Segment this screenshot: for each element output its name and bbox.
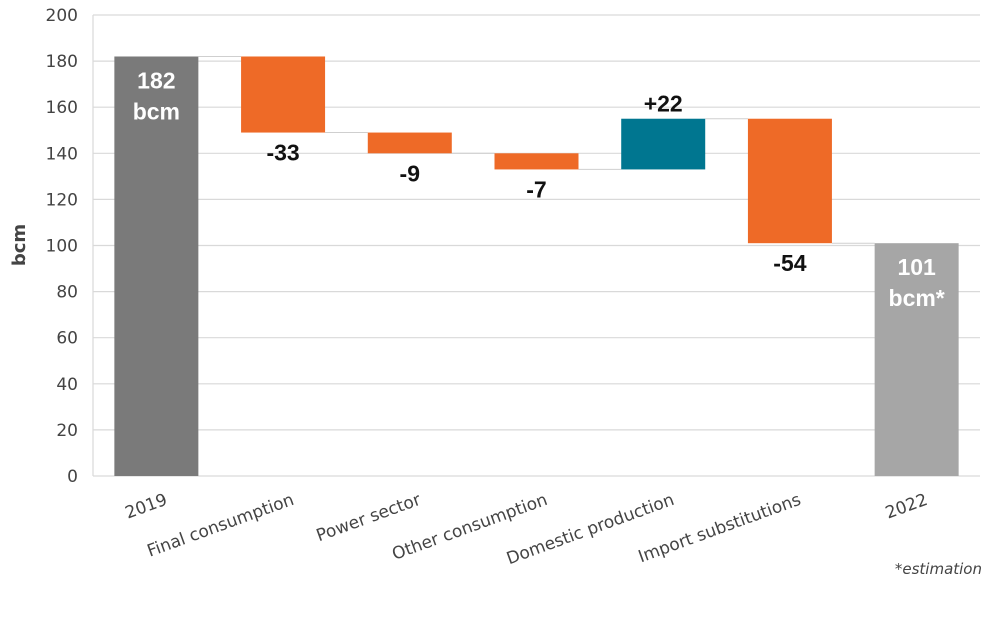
data-label: -9 [400,160,420,186]
bar [114,56,199,477]
y-tick-label: 0 [67,467,78,487]
y-tick-label: 180 [46,52,78,72]
x-tick-label: Final consumption [145,490,297,562]
y-tick-label: 200 [46,6,78,26]
grid-lines [92,14,980,477]
data-label: 182 [137,67,175,93]
bars [114,56,959,477]
y-axis-label: bcm [9,224,30,266]
connector-lines [198,55,875,244]
y-tick-label: 80 [56,283,78,303]
data-label: 101 [897,254,936,280]
data-label: bcm* [889,285,945,311]
bar [367,132,452,154]
y-tick-label: 120 [46,190,78,210]
data-label: +22 [644,91,683,117]
x-tick-label: 2022 [883,490,930,524]
data-label: -33 [266,140,299,166]
bar [494,153,579,170]
data-label: bcm [133,98,180,124]
y-tick-label: 160 [46,98,78,118]
bar [241,56,326,133]
x-tick-label: Power sector [314,490,424,546]
y-tick-label: 20 [56,421,78,441]
y-tick-label: 100 [46,237,78,257]
data-label: -7 [526,176,546,202]
bar [747,118,832,244]
y-tick-label: 40 [56,375,78,395]
footnote: *estimation [895,560,982,578]
data-labels: 182 bcm -33 -9 -7 +22 -54 101 bcm* [133,67,945,311]
y-tick-label: 60 [56,329,78,349]
bar [874,243,959,476]
y-axis-ticks: 0 20 40 60 80 100 120 140 160 180 200 [46,6,78,487]
x-tick-label: 2019 [123,490,170,524]
data-label: -54 [773,250,806,276]
y-tick-label: 140 [46,144,78,164]
bar [621,118,706,170]
